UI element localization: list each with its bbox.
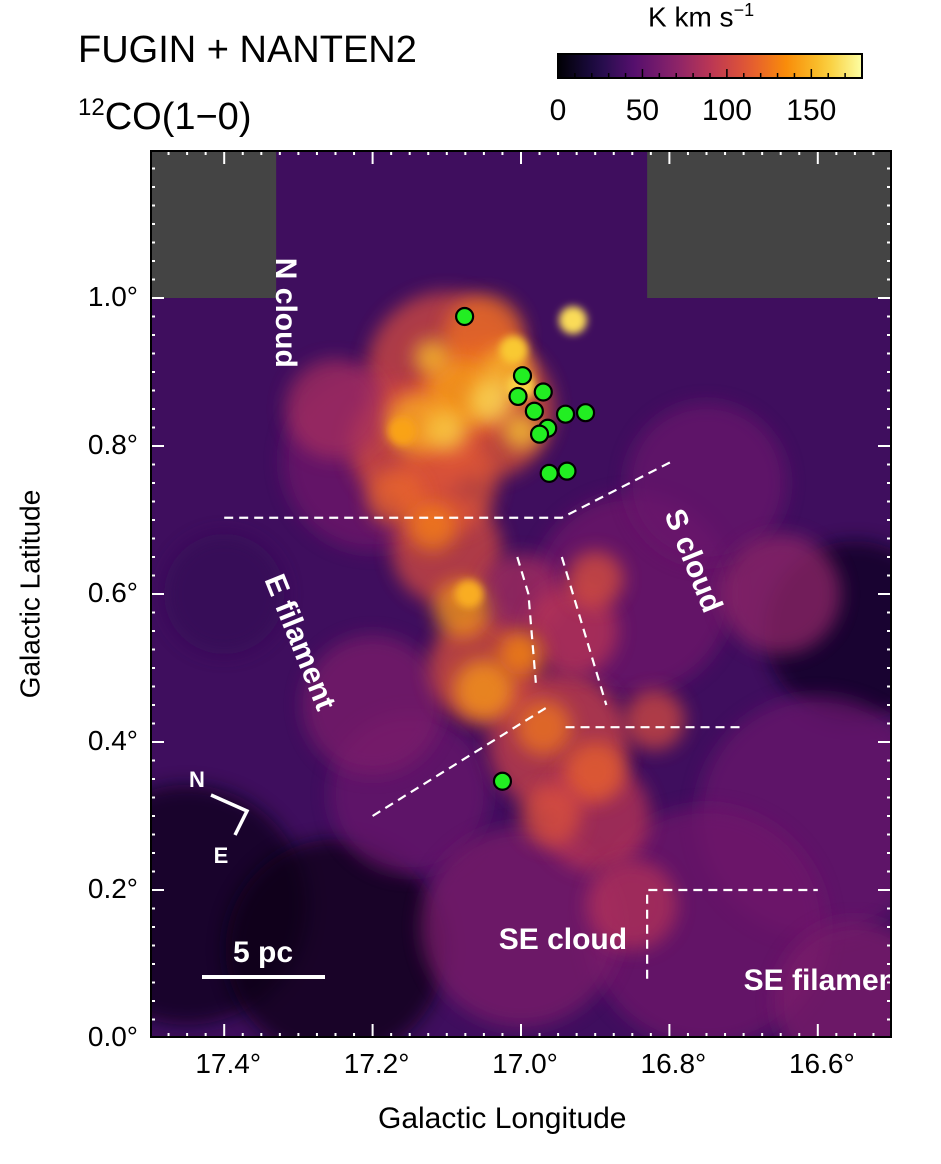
emission-blob bbox=[774, 921, 892, 1038]
emission-blob bbox=[626, 403, 787, 563]
colorbar-tick-label: 150 bbox=[786, 94, 837, 127]
subtitle-main: CO(1−0) bbox=[104, 96, 252, 138]
emission-core bbox=[388, 417, 417, 446]
emission-blob bbox=[413, 339, 450, 376]
source-marker bbox=[524, 401, 544, 421]
emission-blob bbox=[302, 635, 443, 775]
compass-arrows bbox=[210, 793, 250, 836]
emission-blob bbox=[285, 359, 386, 459]
subtitle-superscript: 12 bbox=[78, 94, 105, 121]
emission-blob bbox=[225, 839, 446, 1038]
emission-blob bbox=[624, 689, 685, 750]
emission-blob bbox=[515, 699, 572, 756]
colorbar-unit-main: K km s bbox=[648, 1, 734, 33]
chart-title: FUGIN + NANTEN2 bbox=[78, 29, 417, 71]
colorbar-unit: K km s−1 bbox=[648, 0, 754, 33]
emission-blob bbox=[540, 761, 651, 871]
emission-blob bbox=[587, 859, 678, 950]
compass-north-label: N bbox=[189, 767, 205, 792]
region-label: SE cloud bbox=[499, 923, 627, 956]
no-data-region bbox=[150, 150, 277, 298]
y-tick-label: 0.6° bbox=[87, 577, 138, 608]
source-marker bbox=[555, 404, 576, 424]
source-marker bbox=[539, 463, 559, 483]
y-tick-label: 0.2° bbox=[87, 873, 138, 904]
region-boundary bbox=[372, 704, 552, 817]
x-axis-label: Galactic Longitude bbox=[378, 1102, 627, 1135]
y-axis-label: Galactic Latitude bbox=[13, 489, 45, 699]
colorbar-tick-label: 0 bbox=[549, 94, 567, 127]
y-tick-label: 0.0° bbox=[87, 1021, 138, 1052]
source-marker bbox=[455, 306, 475, 327]
emission-blob bbox=[366, 469, 423, 526]
region-label: N cloud bbox=[269, 258, 302, 368]
emission-blob bbox=[164, 534, 285, 654]
source-marker bbox=[557, 461, 577, 481]
compass-east-label: E bbox=[214, 843, 229, 868]
emission-core bbox=[558, 306, 587, 335]
x-tick-label: 17.0° bbox=[492, 1048, 558, 1079]
source-marker bbox=[512, 366, 533, 386]
x-tick-label: 17.2° bbox=[343, 1048, 410, 1079]
no-data-region bbox=[647, 150, 892, 298]
emission-blob bbox=[520, 786, 581, 846]
emission-blob bbox=[426, 411, 467, 452]
emission-blob bbox=[503, 413, 539, 450]
region-boundary bbox=[646, 888, 818, 979]
colorbar-tick-label: 50 bbox=[625, 94, 660, 127]
region-boundary bbox=[560, 556, 608, 706]
emission-blob bbox=[567, 551, 624, 608]
x-tick-label: 16.8° bbox=[640, 1048, 707, 1079]
emission-blob bbox=[527, 586, 618, 676]
plot-frame bbox=[150, 150, 892, 1038]
scalebar-label: 5 pc bbox=[233, 936, 293, 969]
emission-blob bbox=[720, 534, 841, 654]
emission-core bbox=[499, 335, 528, 364]
source-marker bbox=[529, 424, 550, 444]
x-tick-label: 16.6° bbox=[788, 1048, 855, 1079]
emission-core bbox=[455, 580, 484, 608]
source-marker bbox=[575, 403, 596, 423]
emission-blob bbox=[469, 379, 514, 424]
emission-blob bbox=[421, 827, 621, 1027]
region-boundary bbox=[224, 459, 674, 519]
y-tick-label: 0.8° bbox=[87, 429, 138, 460]
source-marker bbox=[533, 382, 553, 402]
x-tick-label: 17.4° bbox=[195, 1048, 262, 1079]
source-marker bbox=[492, 771, 513, 791]
y-tick-label: 1.0° bbox=[87, 281, 138, 312]
source-marker bbox=[508, 386, 528, 407]
colorbar bbox=[557, 53, 863, 79]
emission-blob bbox=[499, 631, 543, 676]
emission-blob bbox=[453, 660, 514, 721]
y-tick-label: 0.4° bbox=[87, 725, 138, 756]
colorbar-unit-sup: −1 bbox=[733, 0, 755, 20]
colorbar-tick-label: 100 bbox=[701, 94, 752, 127]
region-label: SE filament bbox=[744, 964, 892, 997]
emission-blob bbox=[407, 503, 456, 552]
emission-blob bbox=[565, 741, 626, 802]
chart-subtitle: 12CO(1−0) bbox=[78, 88, 251, 137]
region-boundary bbox=[516, 556, 537, 683]
